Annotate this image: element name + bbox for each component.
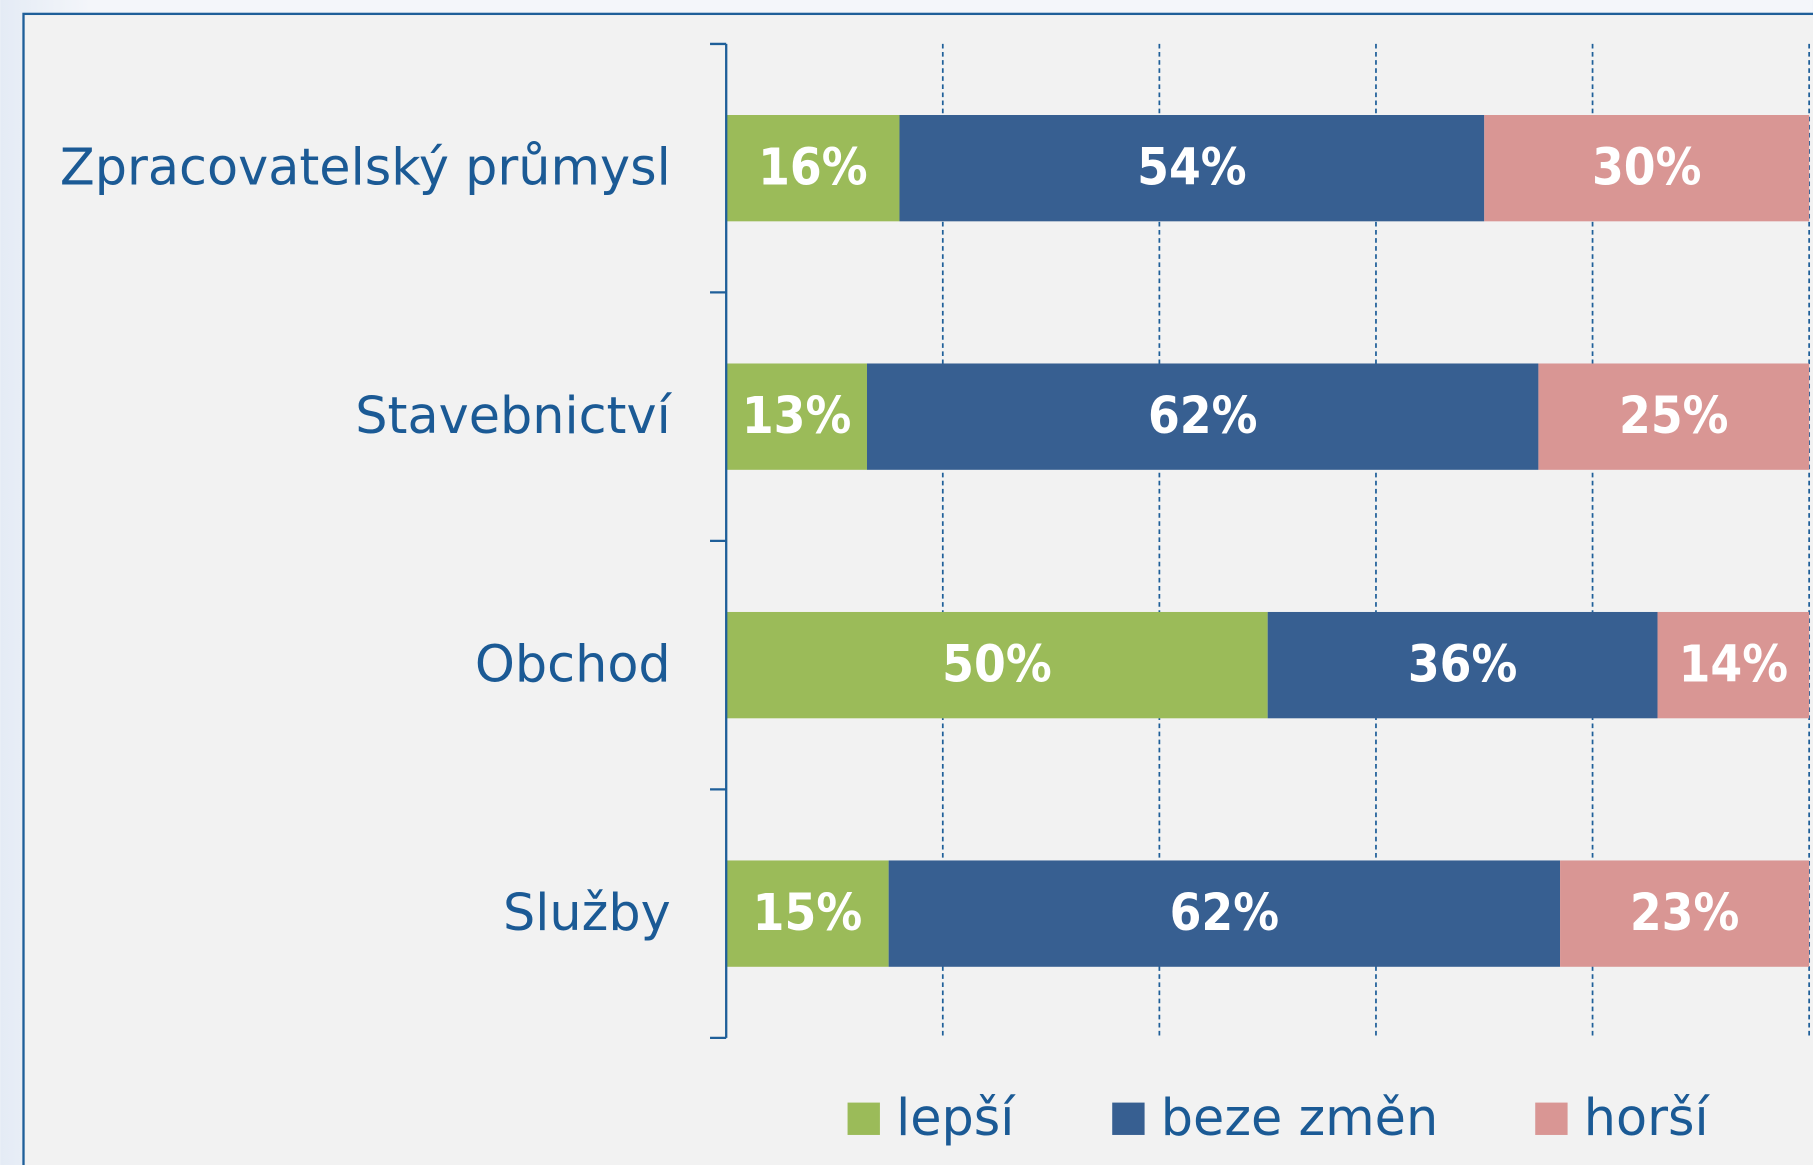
y-tick-label: Služby — [503, 883, 671, 942]
bar-segment — [1267, 611, 1658, 719]
plot: Zpracovatelský průmysl 16% 54% 30% Stavebnic… — [60, 42, 1811, 1147]
data-label: 25% — [1619, 386, 1728, 445]
legend-label: horší — [1584, 1088, 1711, 1147]
data-label: 36% — [1408, 634, 1517, 693]
legend-swatch — [847, 1102, 880, 1135]
data-label: 16% — [758, 137, 867, 196]
bar-segment — [899, 114, 1485, 222]
data-label: 30% — [1592, 137, 1701, 196]
bar-segment — [888, 860, 1561, 967]
bar-segment — [1484, 114, 1810, 222]
bar-segment — [866, 363, 1539, 470]
y-tick-label: Stavebnictví — [355, 386, 672, 445]
bar-segment — [726, 860, 889, 967]
bar-segment — [726, 114, 900, 222]
legend-label: lepší — [896, 1088, 1016, 1147]
data-label: 13% — [742, 386, 851, 445]
data-label: 15% — [753, 883, 862, 942]
data-label: 54% — [1137, 137, 1246, 196]
data-label: 62% — [1148, 386, 1257, 445]
bar-segment — [1538, 363, 1810, 470]
legend-label: beze změn — [1161, 1088, 1438, 1147]
y-tick-label: Obchod — [475, 634, 671, 693]
data-label: 62% — [1170, 883, 1279, 942]
bar-segment — [726, 611, 1268, 719]
legend-swatch — [1112, 1102, 1145, 1135]
y-tick-label: Zpracovatelský průmysl — [60, 137, 671, 196]
legend-swatch — [1535, 1102, 1568, 1135]
bar-segment — [726, 363, 867, 470]
data-label: 14% — [1679, 634, 1788, 693]
bar-segment — [1657, 611, 1810, 719]
data-label: 23% — [1630, 883, 1739, 942]
bar-segment — [1560, 860, 1810, 967]
data-label: 50% — [942, 634, 1051, 693]
